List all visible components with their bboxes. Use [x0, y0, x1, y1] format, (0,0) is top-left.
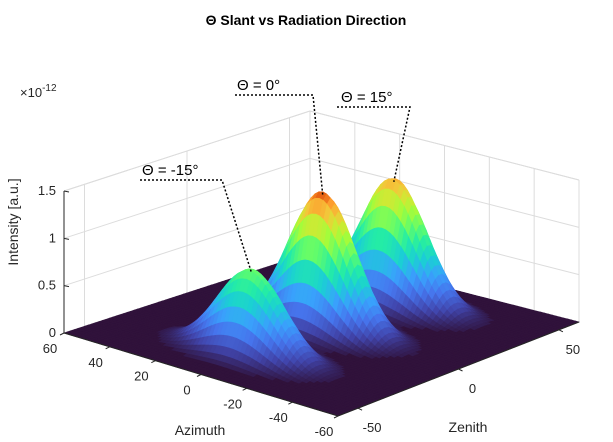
azimuth-tick-mark — [333, 415, 339, 419]
zenith-tick-mark — [357, 407, 363, 411]
peak-leader-line — [140, 179, 253, 274]
z-tick-label: 0.5 — [38, 278, 56, 293]
azimuth-tick-mark — [59, 332, 65, 336]
azimuth-tick-label: -40 — [269, 410, 288, 425]
zenith-tick-label: 0 — [469, 381, 476, 396]
zenith-tick-mark — [458, 368, 463, 372]
peak-label: Θ = 0° — [237, 77, 280, 94]
zenith-axis-label: Zenith — [449, 419, 488, 435]
zenith-tick-label: 50 — [566, 342, 580, 357]
z-tick-label: 1 — [49, 230, 56, 245]
zenith-tick-mark — [558, 329, 564, 333]
intensity-surface — [62, 178, 580, 417]
azimuth-tick-mark — [105, 346, 110, 350]
z-exponent-label: ×10-12 — [20, 83, 57, 100]
z-tick-mark — [63, 285, 70, 288]
z-tick-mark — [63, 190, 70, 193]
z-exponent-power: -12 — [42, 83, 57, 94]
azimuth-tick-label: -60 — [315, 424, 334, 439]
z-tick-label: 1.5 — [38, 183, 56, 198]
azimuth-tick-mark — [151, 360, 156, 364]
peak-label: Θ = -15° — [142, 162, 198, 179]
azimuth-tick-label: 40 — [88, 355, 102, 370]
azimuth-tick-mark — [196, 374, 202, 377]
zenith-tick-label: -50 — [363, 420, 382, 435]
chart-title: Θ Slant vs Radiation Direction — [206, 12, 407, 28]
peak-label: Θ = 15° — [341, 89, 392, 106]
azimuth-tick-label: -20 — [223, 396, 242, 411]
azimuth-tick-label: 20 — [134, 369, 148, 384]
azimuth-tick-label: 60 — [43, 341, 57, 356]
azimuth-axis-label: Azimuth — [175, 422, 226, 438]
azimuth-tick-label: 0 — [183, 383, 190, 398]
z-tick-label: 0 — [49, 325, 56, 340]
azimuth-tick-mark — [288, 401, 293, 405]
azimuth-tick-mark — [242, 387, 247, 391]
z-axis-label: Intensity [a.u.] — [5, 178, 21, 265]
z-tick-mark — [63, 237, 70, 240]
peak-leader-line — [337, 106, 411, 182]
